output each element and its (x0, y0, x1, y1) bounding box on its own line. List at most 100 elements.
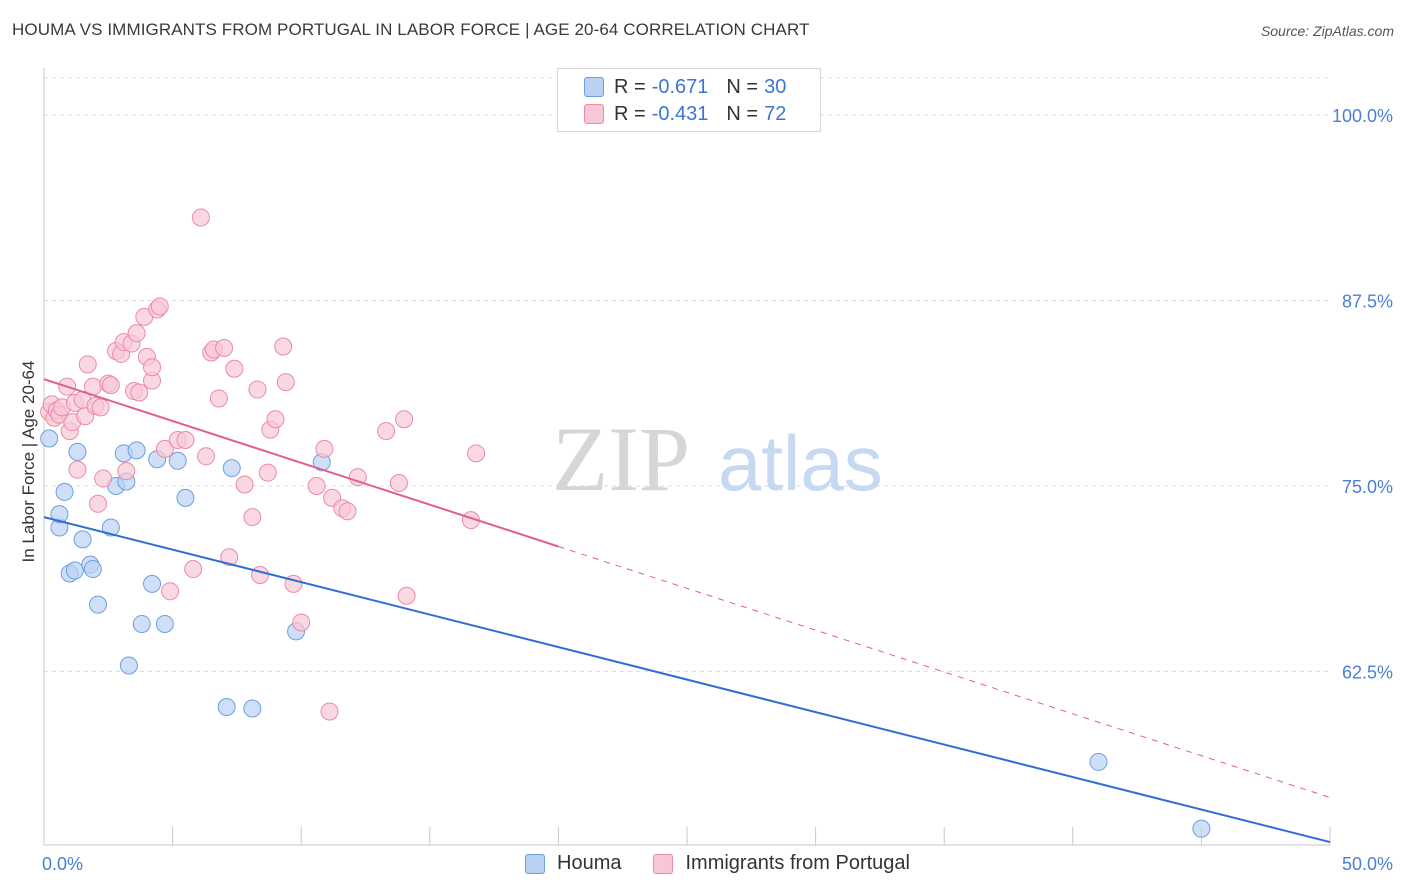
point-portugal (235, 475, 254, 494)
point-portugal (78, 355, 97, 374)
point-houma (119, 656, 138, 675)
series-legend-portugal[interactable]: Immigrants from Portugal (653, 852, 910, 875)
point-houma (143, 574, 162, 593)
watermark-zip: ZIP (552, 408, 690, 510)
point-portugal (117, 462, 136, 481)
legend-r-label: R = (614, 75, 646, 98)
point-portugal (276, 373, 295, 392)
point-portugal (94, 469, 113, 488)
watermark: ZIP atlas (552, 408, 883, 510)
trend-line-extension-portugal (558, 546, 1331, 799)
point-portugal (91, 398, 110, 417)
point-portugal (197, 447, 216, 466)
x-tick-label: 0.0% (42, 854, 83, 874)
point-portugal (338, 502, 357, 521)
source-label: Source: ZipAtlas.com (1260, 23, 1394, 39)
point-houma (155, 614, 174, 633)
trend-line-houma (43, 516, 1331, 844)
point-portugal (307, 476, 326, 495)
legend-n-label: N = (726, 102, 759, 125)
point-portugal (274, 337, 293, 356)
point-portugal (209, 389, 228, 408)
legend-r-label: R = (614, 102, 646, 125)
data-points (40, 208, 1211, 838)
point-houma (89, 595, 108, 614)
point-portugal (215, 339, 234, 358)
y-tick-label: 75.0% (1342, 477, 1393, 497)
point-houma (83, 560, 102, 579)
legend-row-houma: R = -0.671 N = 30 (584, 75, 786, 99)
legend-n-value: 72 (764, 102, 787, 125)
point-houma (65, 561, 84, 580)
point-houma (73, 530, 92, 549)
point-houma (217, 698, 236, 717)
point-portugal (68, 460, 87, 479)
series-swatch-portugal (653, 853, 674, 874)
point-portugal (395, 410, 414, 429)
point-portugal (397, 586, 416, 605)
point-portugal (248, 380, 267, 399)
legend-n-value: 30 (764, 75, 787, 98)
point-portugal (251, 565, 270, 584)
point-houma (168, 451, 187, 470)
point-houma (68, 442, 87, 461)
point-houma (1192, 819, 1211, 838)
point-houma (40, 429, 59, 448)
point-portugal (191, 208, 210, 227)
point-portugal (155, 439, 174, 458)
series-swatch-houma (525, 853, 545, 874)
y-tick-label: 87.5% (1342, 292, 1393, 312)
point-portugal (176, 430, 195, 449)
point-portugal (467, 444, 486, 463)
point-portugal (292, 613, 311, 632)
x-tick-label: 50.0% (1342, 854, 1393, 874)
watermark-atlas: atlas (718, 419, 883, 507)
point-portugal (389, 474, 408, 493)
point-portugal (243, 508, 262, 527)
point-portugal (320, 702, 339, 721)
point-portugal (89, 494, 108, 513)
point-portugal (377, 422, 396, 441)
y-tick-label: 100.0% (1332, 106, 1393, 126)
point-portugal (315, 439, 334, 458)
trend-lines (43, 378, 1331, 844)
point-portugal (266, 410, 285, 429)
point-portugal (225, 359, 244, 378)
point-portugal (348, 468, 367, 487)
series-label-houma: Houma (557, 852, 622, 874)
series-legend: Houma Immigrants from Portugal (525, 852, 942, 875)
point-houma (132, 614, 151, 633)
point-houma (222, 459, 241, 478)
point-houma (127, 441, 146, 460)
series-label-portugal: Immigrants from Portugal (685, 852, 910, 874)
legend-swatch-houma (584, 77, 604, 97)
point-houma (243, 699, 262, 718)
correlation-legend: R = -0.671 N = 30 R = -0.431 N = 72 (557, 68, 821, 132)
point-portugal (220, 548, 239, 567)
point-portugal (127, 324, 146, 343)
tick-labels: 62.5% 75.0% 87.5% 100.0% 0.0% 50.0% (42, 106, 1393, 874)
point-houma (1089, 752, 1108, 771)
axes (43, 68, 1331, 846)
point-portugal (130, 383, 149, 402)
legend-swatch-portugal (584, 104, 604, 124)
point-portugal (258, 463, 277, 482)
point-portugal (184, 560, 203, 579)
point-portugal (101, 376, 120, 395)
chart-title: HOUMA VS IMMIGRANTS FROM PORTUGAL IN LAB… (12, 20, 810, 39)
point-houma (50, 505, 69, 524)
y-axis-label: In Labor Force | Age 20-64 (19, 361, 38, 563)
point-houma (55, 482, 74, 501)
point-portugal (150, 297, 169, 316)
legend-n-label: N = (726, 75, 759, 98)
point-portugal (143, 358, 162, 377)
point-portugal (161, 582, 180, 601)
trend-line-portugal (43, 378, 559, 548)
point-houma (176, 488, 195, 507)
point-houma (101, 518, 120, 537)
legend-row-portugal: R = -0.431 N = 72 (584, 102, 786, 126)
legend-r-value: -0.671 (651, 75, 709, 98)
legend-r-value: -0.431 (651, 102, 709, 125)
series-legend-houma[interactable]: Houma (525, 852, 621, 875)
